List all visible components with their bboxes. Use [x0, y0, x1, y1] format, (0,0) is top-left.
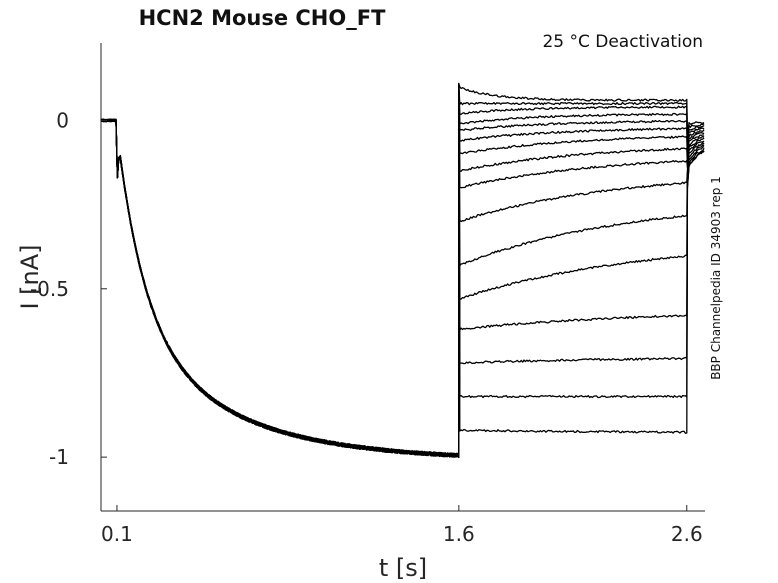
sweep-trace — [101, 86, 704, 457]
x-tick-label: 2.6 — [671, 522, 703, 546]
sweep-trace — [101, 89, 704, 458]
sweep-trace — [101, 84, 704, 456]
sweep-trace — [101, 85, 704, 457]
x-axis-label: t [s] — [379, 554, 427, 582]
sweep-trace — [101, 84, 704, 457]
plot-area — [101, 43, 705, 511]
sweep-trace — [101, 87, 704, 457]
sweep-trace — [101, 85, 704, 456]
sweep-trace — [101, 87, 704, 457]
chart-title: HCN2 Mouse CHO_FT — [139, 6, 386, 30]
y-tick-label: -1 — [49, 445, 69, 469]
x-tick-label: 1.6 — [443, 522, 475, 546]
sweep-trace — [101, 87, 704, 457]
y-axis-label: I [nA] — [16, 244, 44, 309]
traces-group — [101, 83, 704, 457]
y-tick-label: 0 — [56, 108, 69, 132]
side-id-label: BBP Channelpedia ID 34903 rep 1 — [709, 176, 723, 380]
sweep-trace — [101, 88, 704, 457]
x-tick-label: 0.1 — [101, 522, 133, 546]
sweep-trace — [101, 85, 704, 457]
sweep-trace — [101, 86, 704, 457]
sweep-trace — [101, 86, 704, 457]
sweep-trace — [101, 88, 704, 457]
chart-subtitle: 25 °C Deactivation — [542, 32, 703, 52]
